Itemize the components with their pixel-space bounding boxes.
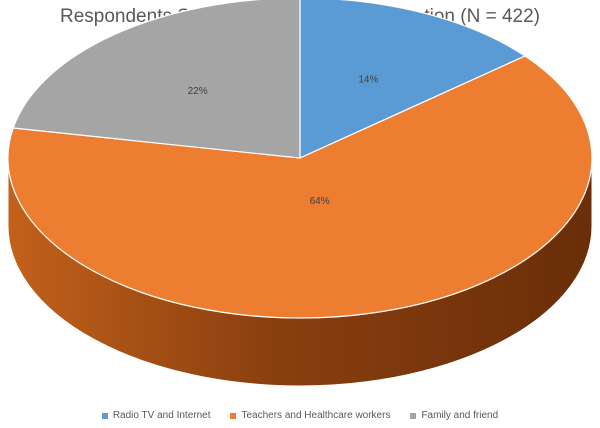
pie-slice-2 <box>7 55 593 319</box>
legend-swatch-3 <box>410 412 417 419</box>
data-label-3: 22% <box>188 86 208 97</box>
legend-item-1: Radio TV and Internet <box>101 410 211 421</box>
legend: Radio TV and Internet Teachers and Health… <box>0 410 600 421</box>
legend-item-3: Family and friend <box>410 410 498 421</box>
pie-slice-1 <box>299 0 527 159</box>
legend-label-2: Teachers and Healthcare workers <box>241 410 391 421</box>
pie-slice-3 <box>12 0 301 159</box>
legend-item-2: Teachers and Healthcare workers <box>230 410 390 421</box>
legend-label-3: Family and friend <box>421 410 499 421</box>
data-label-2: 64% <box>310 196 330 207</box>
legend-swatch-2 <box>230 412 237 419</box>
legend-swatch-1 <box>101 412 108 419</box>
data-label-1: 14% <box>358 74 378 85</box>
legend-label-1: Radio TV and Internet <box>112 410 211 421</box>
